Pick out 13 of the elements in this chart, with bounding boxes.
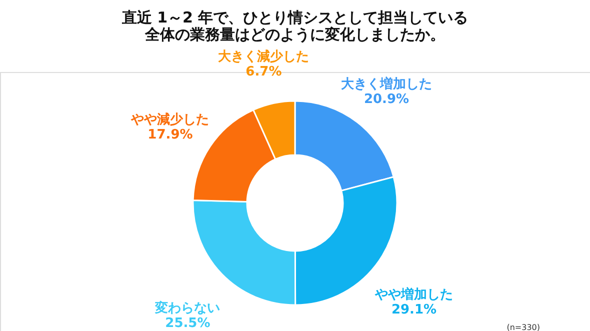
data-label: 6.7%	[246, 64, 282, 80]
slice-label: やや減少した	[130, 112, 210, 128]
text: 直近 1～2 年で、ひとり情シスとして担当している	[122, 8, 468, 26]
data-label: 20.9%	[364, 92, 410, 108]
text: 全体の業務量はどのように変化しましたか。	[145, 25, 445, 44]
slice-label: 大きく減少した	[218, 49, 310, 64]
slice-label: やや増加した	[374, 286, 454, 302]
slice-label: 大きく増加した	[340, 76, 432, 92]
data-label: 25.5%	[165, 316, 210, 331]
slice-label: 変わらない	[154, 300, 220, 316]
data-label: 17.9%	[148, 128, 193, 143]
text: (n=330)	[506, 323, 540, 331]
data-label: 29.1%	[391, 302, 437, 318]
